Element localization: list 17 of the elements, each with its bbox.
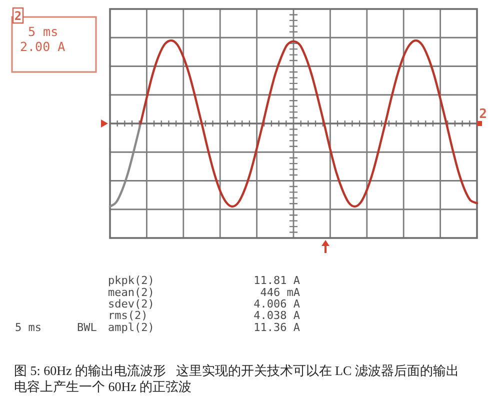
caption: 图 5: 60Hz 的输出电流波形 这里实现的开关技术可以在 LC 滤波器后面的输出电容上产生一个 60Hz 的正弦波: [14, 363, 460, 395]
text: 5 ms: [28, 24, 58, 39]
text: 5 ms: [15, 321, 42, 334]
text: 446 mA: [260, 286, 300, 299]
text: BWL: [77, 321, 98, 334]
text: ampl(2): [108, 321, 154, 334]
text: pkpk(2): [108, 274, 154, 287]
text: rms(2): [108, 309, 148, 322]
text: sdev(2): [108, 298, 154, 310]
text: 4.038 A: [254, 309, 300, 322]
text: 11.36 A: [254, 321, 300, 334]
text: 2: [479, 107, 487, 122]
text: 4.006 A: [254, 298, 300, 310]
text: 2: [14, 9, 22, 23]
text: 11.81 A: [254, 274, 300, 287]
text: 2.00 A: [20, 39, 66, 54]
text: mean(2): [108, 286, 154, 299]
